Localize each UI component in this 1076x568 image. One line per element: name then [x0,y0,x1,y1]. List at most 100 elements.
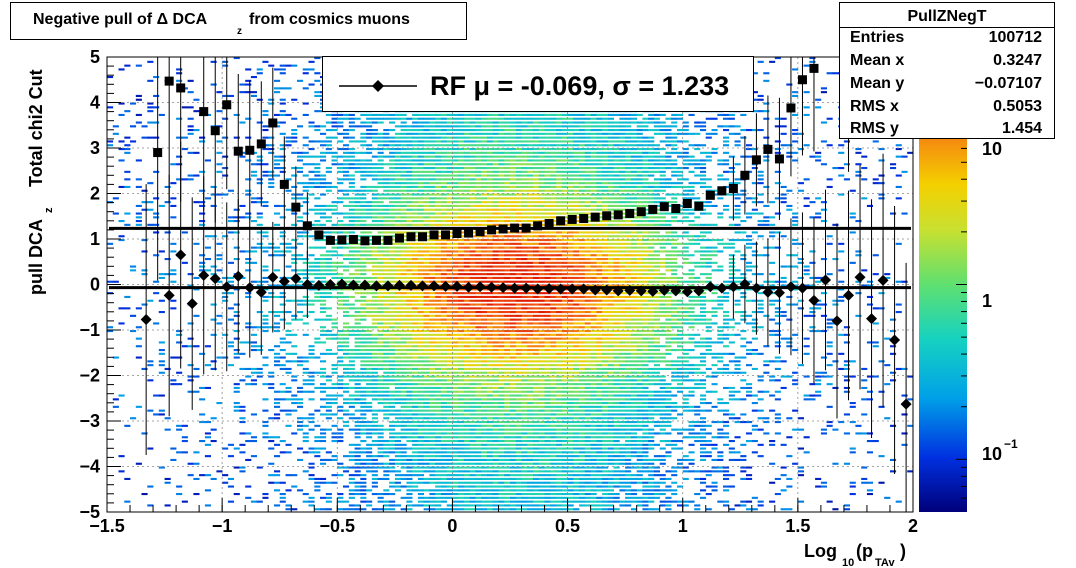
heatmap-cell [533,390,540,393]
heatmap-cell [458,185,465,188]
heatmap-cell [389,265,396,268]
heatmap-cell [475,167,482,170]
heatmap-cell [492,481,499,484]
heatmap-cell [423,345,430,348]
heatmap-cell [348,216,355,219]
heatmap-cell [348,326,355,329]
heatmap-cell [463,413,470,416]
heatmap-cell [527,163,534,166]
heatmap-cell [452,333,459,336]
heatmap-cell [153,254,160,257]
heatmap-cell [515,273,522,276]
heatmap-cell [216,170,223,173]
heatmap-cell [320,299,327,302]
heatmap-cell [348,136,355,139]
heatmap-cell [158,352,165,355]
heatmap-cell [348,151,355,154]
heatmap-cell [377,455,384,458]
heatmap-cell [343,178,350,181]
heatmap-cell [492,132,499,135]
heatmap-cell [153,136,160,139]
heatmap-cell [487,129,494,132]
heatmap-cell [366,345,373,348]
heatmap-cell [314,94,321,97]
heatmap-cell [343,193,350,196]
heatmap-cell [515,174,522,177]
heatmap-cell [320,375,327,378]
heatmap-cell [498,447,505,450]
heatmap-cell [394,451,401,454]
heatmap-cell [366,424,373,427]
heatmap-cell [222,356,229,359]
heatmap-cell [274,455,281,458]
heatmap-cell [320,496,327,499]
heatmap-cell [354,311,361,314]
heatmap-cell [354,443,361,446]
heatmap-cell [337,337,344,340]
heatmap-cell [515,163,522,166]
heatmap-cell [389,424,396,427]
heatmap-cell [423,330,430,333]
heatmap-cell [400,474,407,477]
heatmap-cell [227,231,234,234]
heatmap-cell [533,144,540,147]
heatmap-cell [527,254,534,257]
heatmap-cell [250,371,257,374]
heatmap-cell [383,330,390,333]
heatmap-cell [348,307,355,310]
heatmap-cell [400,182,407,185]
heatmap-cell [498,170,505,173]
heatmap-cell [510,258,517,261]
heatmap-cell [435,178,442,181]
heatmap-cell [475,496,482,499]
heatmap-cell [475,367,482,370]
heatmap-cell [360,485,367,488]
heatmap-cell [412,295,419,298]
heatmap-cell [377,402,384,405]
heatmap-cell [515,216,522,219]
heatmap-cell [463,383,470,386]
heatmap-cell [452,250,459,253]
heatmap-cell [515,185,522,188]
heatmap-cell [343,322,350,325]
heatmap-cell [452,239,459,242]
heatmap-cell [124,148,131,151]
heatmap-cell [377,375,384,378]
heatmap-cell [389,148,396,151]
heatmap-cell [440,462,447,465]
heatmap-cell [239,421,246,424]
heatmap-cell [446,132,453,135]
heatmap-cell [153,170,160,173]
heatmap-cell [533,470,540,473]
heatmap-cell [124,477,131,480]
heatmap-cell [429,113,436,116]
heatmap-cell [458,246,465,249]
heatmap-cell [498,496,505,499]
heatmap-cell [458,288,465,291]
heatmap-cell [314,318,321,321]
heatmap-cell [515,292,522,295]
heatmap-cell [331,212,338,215]
heatmap-cell [297,220,304,223]
heatmap-cell [417,390,424,393]
heatmap-cell [366,129,373,132]
heatmap-cell [458,178,465,181]
heatmap-cell [164,258,171,261]
heatmap-cell [389,326,396,329]
heatmap-cell [481,424,488,427]
heatmap-cell [371,140,378,143]
heatmap-cell [124,64,131,67]
heatmap-cell [481,489,488,492]
heatmap-cell [521,356,528,359]
heatmap-cell [515,462,522,465]
heatmap-cell [320,216,327,219]
heatmap-cell [429,447,436,450]
heatmap-cell [463,212,470,215]
heatmap-cell [504,216,511,219]
heatmap-cell [452,246,459,249]
heatmap-cell [199,136,206,139]
heatmap-cell [475,398,482,401]
heatmap-cell [337,189,344,192]
heatmap-cell [348,451,355,454]
heatmap-cell [383,477,390,480]
